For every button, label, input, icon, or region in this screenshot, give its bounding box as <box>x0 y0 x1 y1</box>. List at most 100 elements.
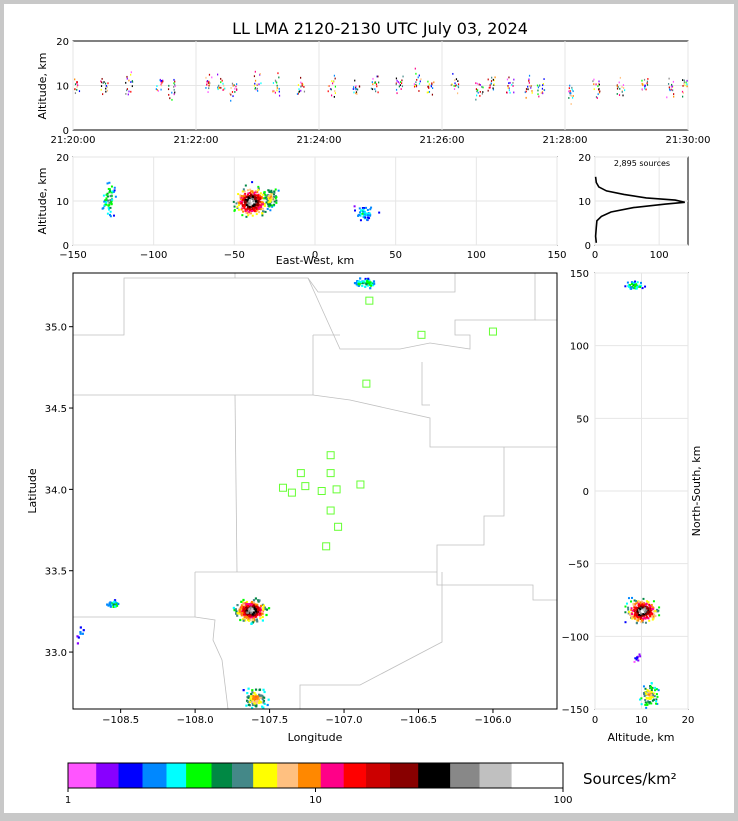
source-cell <box>79 632 82 635</box>
source-cell <box>267 189 270 192</box>
source-cell <box>653 692 656 695</box>
source-point <box>174 80 176 83</box>
colorbar-segment <box>186 763 212 788</box>
source-cell <box>630 607 633 610</box>
source-cell <box>361 207 364 210</box>
x-tick-label: 21:30:00 <box>666 135 711 146</box>
source-cell <box>645 702 648 705</box>
source-point <box>355 85 357 88</box>
source-point <box>683 82 685 85</box>
source-cell <box>635 600 638 603</box>
source-point <box>74 92 77 95</box>
source-point <box>372 83 374 86</box>
altitude-histogram-xticks: 0 100 <box>592 250 669 261</box>
altitude-histogram-grid <box>594 156 688 246</box>
source-point <box>415 84 418 87</box>
source-cell <box>633 599 636 602</box>
source-point <box>74 78 76 81</box>
y-tick-label: 20 <box>578 153 591 164</box>
source-cell <box>650 603 653 606</box>
source-cell <box>254 697 257 700</box>
source-cell <box>254 597 258 600</box>
source-cell <box>261 694 264 697</box>
source-point <box>106 86 108 88</box>
source-cell <box>243 205 246 208</box>
source-cell <box>103 204 106 207</box>
source-point <box>667 83 670 85</box>
source-cell <box>645 706 648 709</box>
source-cell <box>247 617 250 620</box>
source-point <box>417 76 419 79</box>
source-point <box>571 88 573 91</box>
source-cell <box>254 200 257 203</box>
colorbar-segment <box>142 763 167 788</box>
source-cell <box>654 610 657 613</box>
source-cell <box>257 211 260 214</box>
source-cell <box>638 698 641 701</box>
source-cell <box>637 600 640 603</box>
source-cell <box>364 277 367 281</box>
source-cell <box>651 608 654 611</box>
source-point <box>527 85 529 88</box>
station-marker <box>296 469 305 478</box>
source-cell <box>250 210 253 213</box>
source-cell <box>633 281 636 284</box>
x-tick-label: 21:24:00 <box>297 135 342 146</box>
y-tick-label: 33.5 <box>45 567 67 578</box>
source-cell <box>263 202 266 205</box>
source-point <box>327 90 329 93</box>
source-cell <box>248 606 251 609</box>
source-point <box>162 80 164 83</box>
source-cell <box>248 614 252 617</box>
source-point <box>400 82 403 85</box>
source-point <box>398 82 400 85</box>
source-point <box>300 76 302 79</box>
source-point <box>106 89 109 92</box>
colorbar-segment <box>118 763 143 788</box>
source-cell <box>645 615 648 618</box>
source-cell <box>273 190 276 193</box>
source-cell <box>257 201 260 204</box>
source-cell <box>250 197 253 200</box>
source-cell <box>256 695 260 698</box>
source-cell <box>250 600 254 604</box>
source-cell <box>641 617 644 620</box>
source-point <box>569 94 571 96</box>
source-cell <box>366 214 369 217</box>
source-cell <box>627 610 630 613</box>
source-cell <box>364 216 367 219</box>
y-tick-label: 0 <box>583 487 589 498</box>
source-cell <box>648 610 651 613</box>
source-cell <box>624 621 627 624</box>
source-point <box>673 95 675 98</box>
source-point <box>278 76 280 79</box>
source-point <box>525 90 527 93</box>
source-cell <box>636 612 639 615</box>
source-point <box>374 88 376 91</box>
source-point <box>481 85 483 88</box>
source-point <box>131 81 134 83</box>
source-cell <box>631 285 634 288</box>
source-point <box>104 82 107 85</box>
source-point <box>494 76 496 79</box>
source-point <box>669 89 671 92</box>
y-tick-label: 20 <box>56 153 69 164</box>
source-point <box>537 93 539 96</box>
source-cell <box>262 210 265 213</box>
source-cell <box>651 618 654 621</box>
source-cell <box>648 693 651 696</box>
source-point <box>155 88 157 90</box>
source-cell <box>637 659 640 662</box>
x-tick-label: 100 <box>650 250 669 261</box>
source-cell <box>270 198 273 201</box>
source-cell <box>650 693 653 696</box>
source-cell <box>642 609 645 612</box>
source-point <box>352 88 354 90</box>
source-point <box>476 89 479 92</box>
source-point <box>329 88 332 90</box>
source-point <box>569 92 571 95</box>
source-point <box>568 87 570 90</box>
source-cell <box>650 691 653 694</box>
